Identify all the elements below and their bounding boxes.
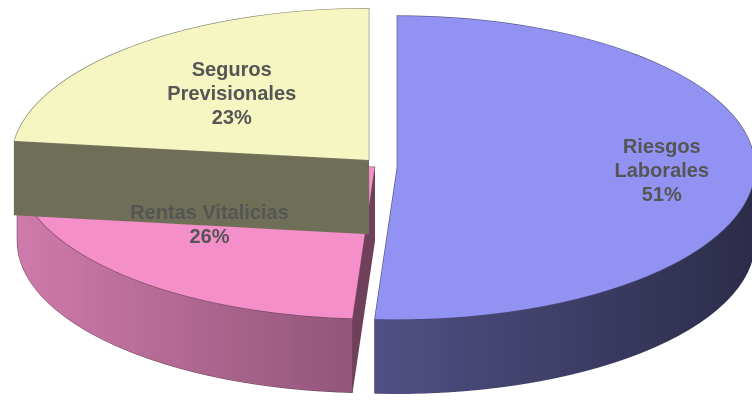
slice-label: Seguros Previsionales 23% [142, 58, 322, 130]
category-label: Seguros Previsionales [167, 59, 297, 106]
category-label: Riesgos Laborales [614, 136, 709, 183]
slice-label: Rentas Vitalicias 26% [89, 201, 329, 249]
value-label: 26% [189, 226, 230, 249]
slice-label: Riesgos Laborales 51% [587, 135, 737, 207]
value-label: 23% [211, 107, 252, 130]
pie-slice [13, 7, 370, 235]
slice-top [13, 7, 370, 161]
slice-side [13, 141, 370, 235]
category-label: Rentas Vitalicias [130, 202, 289, 225]
pie-slice [374, 15, 752, 394]
slice-top [374, 15, 752, 320]
value-label: 51% [641, 184, 682, 207]
